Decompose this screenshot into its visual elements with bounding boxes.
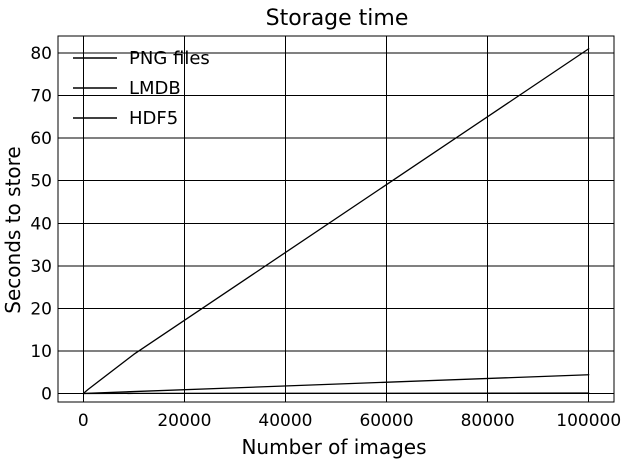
legend: PNG files LMDB HDF5 [73, 48, 210, 129]
legend-label-hdf5: HDF5 [129, 108, 178, 129]
y-tick-label: 0 [41, 384, 52, 404]
x-tick-label: 80000 [461, 411, 515, 431]
legend-label-lmdb: LMDB [129, 78, 181, 99]
chart-title: Storage time [266, 6, 409, 31]
y-tick-label: 20 [30, 299, 52, 319]
y-tick-label: 50 [30, 172, 52, 192]
y-tick-label: 40 [30, 214, 52, 234]
x-tick-label: 60000 [359, 411, 413, 431]
x-tick-label: 0 [78, 411, 89, 431]
y-tick-label: 60 [30, 129, 52, 149]
x-tick-label: 100000 [556, 411, 621, 431]
x-axis-label: Number of images [241, 435, 426, 459]
y-tick-label: 70 [30, 87, 52, 107]
y-axis-label: Seconds to store [1, 146, 25, 313]
series-lines [82, 48, 590, 395]
y-tick-label: 80 [30, 44, 52, 64]
x-tick-label: 20000 [157, 411, 211, 431]
legend-label-png-files: PNG files [129, 48, 210, 69]
y-tick-label: 10 [30, 342, 52, 362]
y-tick-label: 30 [30, 257, 52, 277]
plot-area-frame [57, 35, 615, 403]
x-tick-label: 40000 [258, 411, 312, 431]
plot-frame [57, 35, 615, 403]
tick-labels: 0 20000 40000 60000 80000 100000 0 10 20 30 40 50 60… [30, 44, 621, 431]
grid [58, 36, 614, 402]
